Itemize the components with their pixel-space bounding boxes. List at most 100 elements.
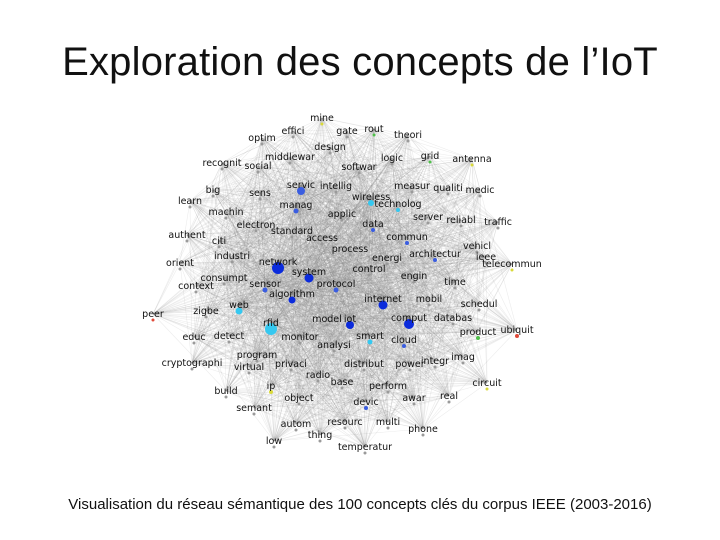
graph-edge: [228, 256, 487, 337]
graph-edge: [349, 196, 372, 250]
graph-edge: [218, 130, 294, 242]
graph-node-power: [408, 368, 412, 372]
graph-edge: [256, 187, 449, 356]
graph-edge: [382, 298, 436, 362]
graph-edge: [308, 271, 479, 333]
graph-edge: [257, 165, 351, 320]
graph-edge: [478, 256, 487, 305]
graph-edge: [189, 200, 367, 403]
graph-edge: [238, 271, 310, 306]
graph-edge: [428, 298, 454, 319]
graph-edge: [195, 285, 275, 442]
graph-edge: [193, 322, 272, 338]
graph-edge: [225, 360, 436, 392]
graph-edge: [223, 277, 384, 300]
graph-edge: [225, 211, 310, 273]
graph-edge: [264, 257, 388, 285]
graph-edge: [186, 130, 294, 236]
graph-edge: [411, 185, 424, 430]
graph-edge: [189, 200, 343, 215]
graph-edge: [382, 256, 487, 300]
graph-edge: [225, 390, 367, 403]
graph-edge: [382, 245, 478, 300]
graph-edge: [370, 196, 464, 358]
graph-edge: [264, 248, 351, 285]
graph-edge: [382, 187, 449, 300]
graph-edge: [261, 137, 384, 300]
graph-edge: [341, 213, 430, 300]
graph-edge: [335, 185, 367, 403]
graph-edge: [289, 156, 388, 259]
graph-edge: [358, 166, 513, 265]
graph-edge: [259, 192, 450, 397]
graph-edge: [259, 137, 263, 194]
graph-node-label: softwar: [341, 162, 376, 173]
graph-edge: [225, 155, 431, 213]
graph-edge: [205, 310, 272, 324]
graph-edge: [346, 130, 454, 319]
graph-edge: [179, 187, 449, 264]
graph-edge: [295, 185, 413, 425]
graph-edge: [295, 421, 346, 425]
graph-edge: [256, 339, 405, 356]
graph-edge: [409, 221, 499, 365]
graph-edge: [292, 130, 436, 255]
graph-edge: [434, 219, 462, 255]
graph-edge: [277, 261, 384, 300]
graph-edge: [238, 304, 518, 331]
graph-edge: [225, 211, 279, 263]
graph-edge: [152, 313, 301, 338]
graph-edge: [264, 283, 335, 346]
graph-edge: [291, 230, 319, 376]
graph-edge: [308, 271, 337, 285]
graph-edge: [225, 128, 375, 392]
graph-edge: [335, 185, 384, 300]
graph-edge: [434, 189, 481, 362]
graph-edge: [372, 223, 478, 247]
graph-node-multi: [386, 426, 390, 430]
graph-edge: [270, 134, 409, 387]
graph-edge: [205, 189, 214, 312]
graph-node-label: access: [306, 233, 338, 244]
graph-edge: [428, 298, 450, 397]
graph-edge: [370, 196, 487, 258]
graph-edge: [387, 281, 456, 423]
graph-edge: [295, 187, 449, 206]
graph-edge: [291, 130, 348, 232]
graph-edge: [179, 262, 227, 392]
graph-edge: [369, 335, 415, 399]
graph-edge: [289, 156, 415, 399]
graph-edge: [291, 293, 343, 383]
graph-edge: [358, 166, 410, 319]
graph-edge: [225, 117, 323, 213]
graph-edge: [255, 130, 294, 226]
graph-edge: [270, 155, 431, 324]
graph-edge: [270, 236, 408, 324]
graph-edge: [191, 293, 293, 364]
graph-edge: [225, 322, 272, 392]
graph-edge: [308, 219, 462, 273]
graph-edge: [298, 268, 370, 399]
graph-edge: [212, 189, 366, 448]
graph-edge: [308, 158, 473, 273]
graph-edge: [358, 166, 462, 221]
graph-edge: [186, 234, 225, 279]
graph-edge: [326, 318, 389, 423]
graph-edge: [225, 204, 297, 392]
graph-edge: [259, 189, 481, 194]
graph-edge: [341, 298, 384, 383]
graph-edge: [289, 156, 384, 300]
graph-edge: [179, 184, 302, 264]
graph-edge: [248, 184, 302, 368]
graph-edge: [152, 162, 223, 315]
graph-edge: [273, 185, 413, 442]
graph-edge: [329, 146, 415, 277]
graph-edge: [300, 184, 337, 187]
graph-edge: [317, 374, 321, 436]
graph-edge: [259, 192, 462, 221]
graph-edge: [471, 158, 518, 331]
graph-edge: [248, 185, 413, 368]
graph-edge: [369, 245, 478, 337]
graph-edge: [289, 156, 293, 295]
